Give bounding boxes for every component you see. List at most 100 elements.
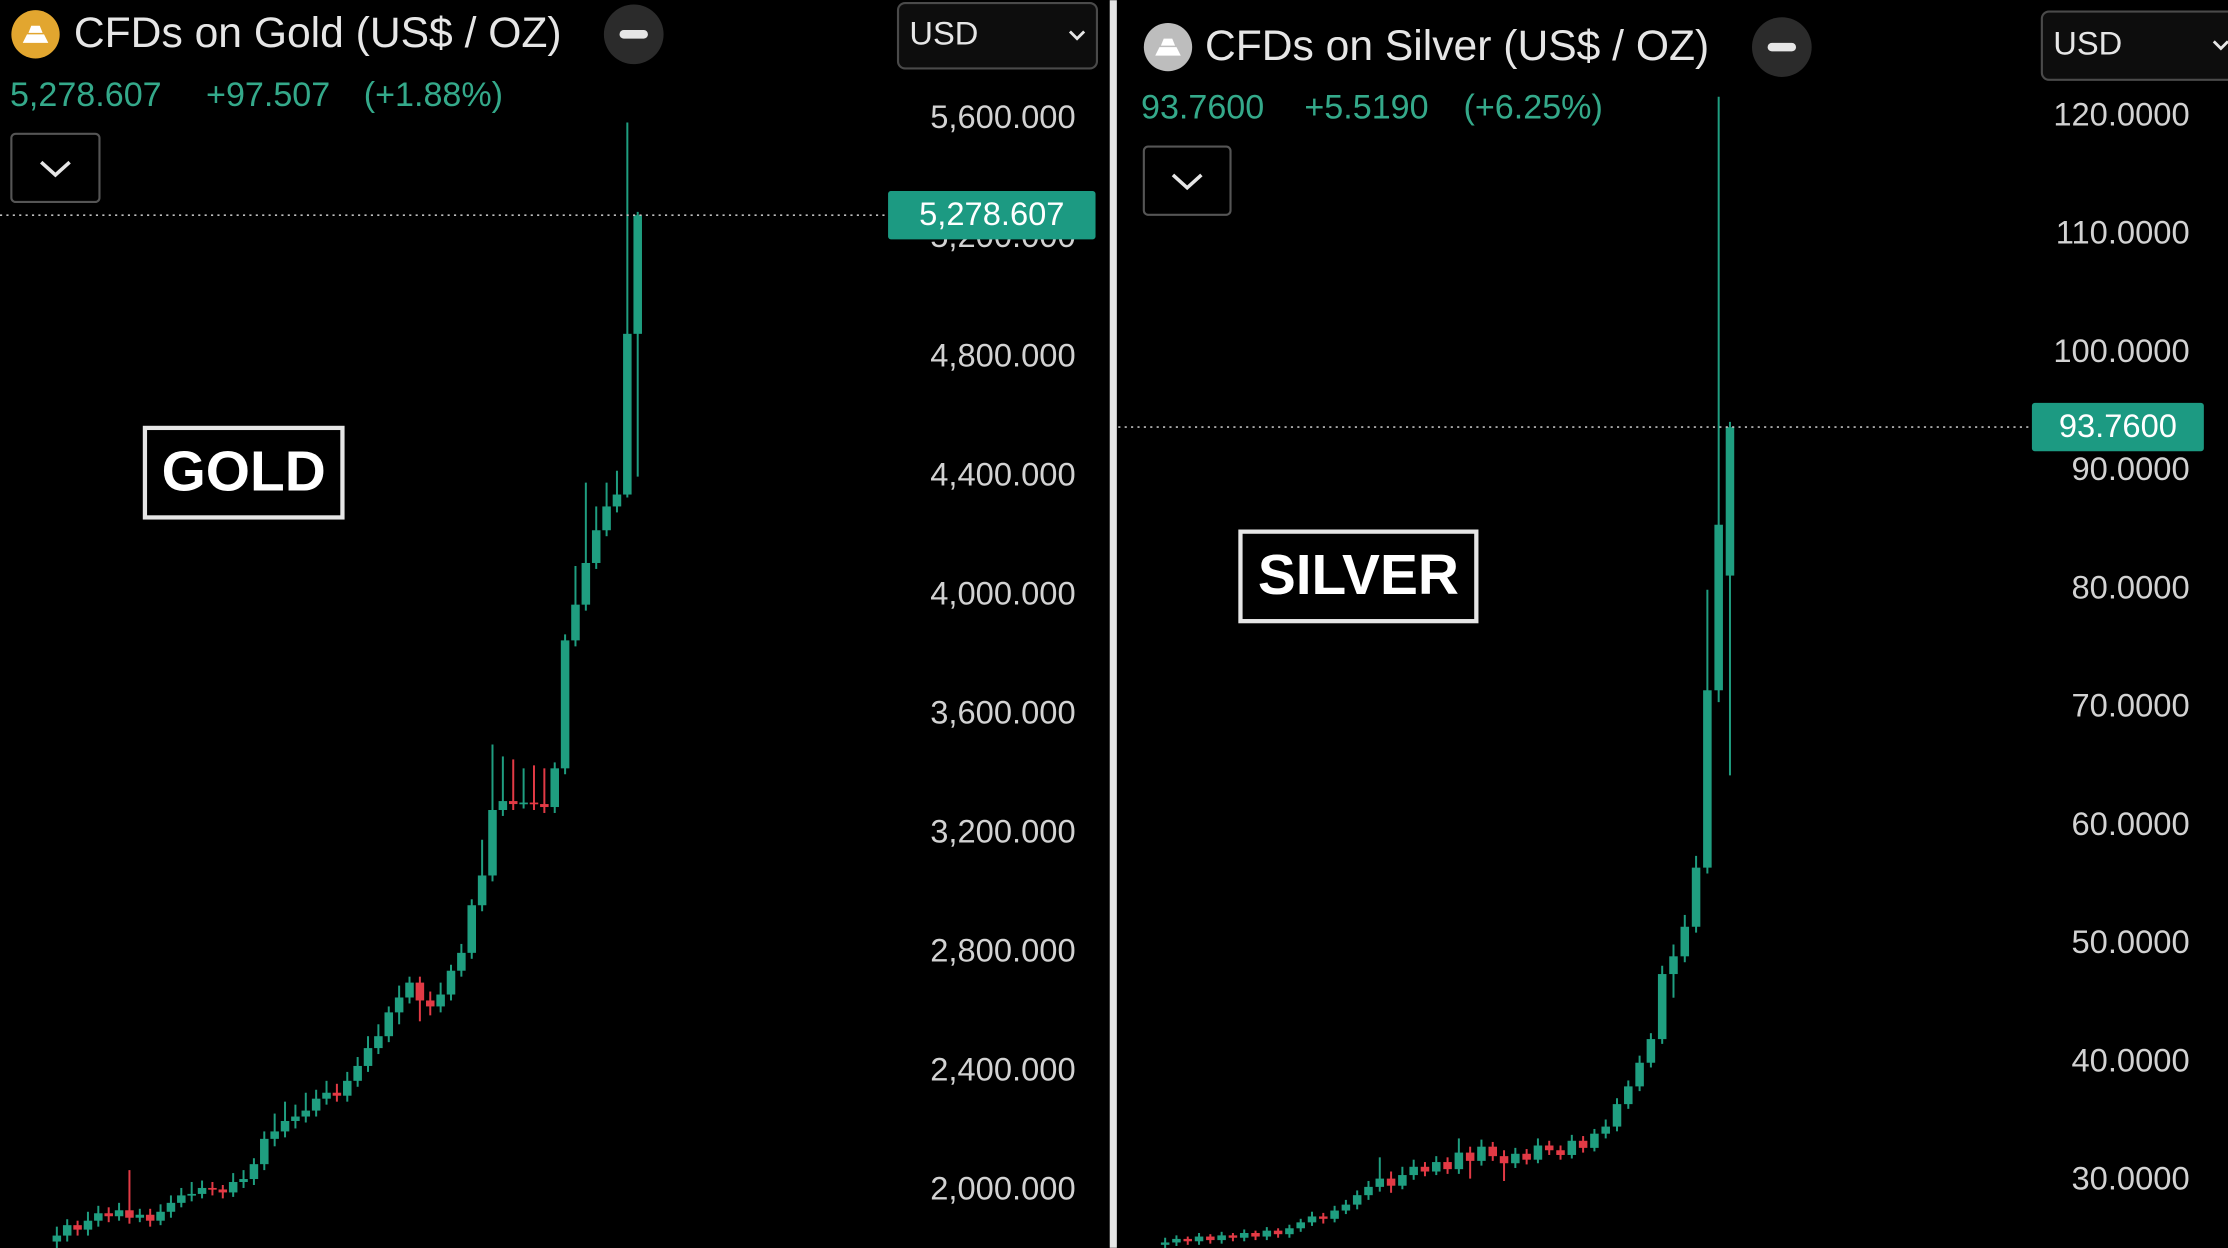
candle-body [1420, 1166, 1430, 1172]
candle-body [529, 802, 539, 805]
candle-body [1499, 1156, 1509, 1164]
y-tick-label: 5,600.000 [930, 98, 1075, 135]
candle-body [1544, 1145, 1554, 1151]
candle-body [1590, 1133, 1599, 1148]
candle-body [1680, 926, 1690, 957]
currency-label: USD [909, 14, 978, 51]
candle-body [457, 952, 466, 971]
candle-body [425, 1000, 435, 1007]
expand-dropdown[interactable] [1142, 145, 1232, 216]
candle-body [94, 1213, 103, 1221]
y-tick-label: 2,000.000 [930, 1170, 1075, 1207]
icon-bars [1155, 38, 1181, 56]
candle-body [1307, 1216, 1317, 1223]
y-tick-label: 3,200.000 [930, 812, 1075, 849]
chart-panel: CFDs on Silver (US$ / OZ) USD 93.7600 +5.51… [1118, 10, 2228, 1248]
candle-body [249, 1164, 259, 1180]
expand-dropdown[interactable] [10, 132, 101, 204]
candle-body [322, 1092, 331, 1099]
candle-body [187, 1193, 196, 1196]
y-tick-label: 4,000.000 [930, 574, 1075, 611]
y-tick-label: 80.0000 [2072, 568, 2190, 605]
candle-body [1578, 1140, 1588, 1148]
price-change: +97.507 [206, 76, 330, 114]
candle-body [83, 1220, 93, 1230]
candle-body [1364, 1186, 1373, 1196]
candle-body [208, 1187, 217, 1190]
y-tick-label: 4,400.000 [930, 455, 1075, 492]
candle-body [1352, 1195, 1362, 1205]
y-tick-label: 2,800.000 [930, 931, 1075, 968]
candle-body [311, 1098, 321, 1111]
currency-selector[interactable] [896, 1, 1099, 70]
candle-body [280, 1121, 290, 1132]
candle-body [363, 1048, 373, 1066]
y-tick-label: 30.0000 [2072, 1160, 2190, 1197]
candle-body [374, 1036, 383, 1049]
candle-body [446, 970, 456, 995]
candle-body [508, 801, 518, 805]
currency-selector[interactable] [2040, 10, 2228, 81]
candle-body [62, 1225, 72, 1236]
candle-body [467, 905, 477, 953]
candle-body [1194, 1236, 1204, 1242]
candle-body [1228, 1235, 1238, 1238]
candle-body [1443, 1162, 1452, 1170]
candle-body [1465, 1152, 1475, 1161]
candle-body [415, 982, 425, 1001]
candle-body [436, 994, 445, 1007]
candle-body [405, 982, 414, 998]
candle-body [1273, 1230, 1283, 1235]
candle-body [1669, 956, 1678, 975]
chart-title: CFDs on Gold (US$ / OZ) [74, 9, 562, 57]
candle-body [394, 997, 404, 1013]
candle-body [197, 1187, 207, 1194]
candle-body [519, 802, 528, 805]
candle-body [156, 1211, 165, 1221]
y-tick-label: 3,600.000 [930, 693, 1075, 730]
candle-body [177, 1195, 186, 1203]
y-tick-label: 40.0000 [2072, 1041, 2190, 1078]
candle-body [1341, 1204, 1351, 1211]
candle-body [166, 1202, 176, 1212]
candle-body [1556, 1150, 1565, 1155]
candle-body [1567, 1140, 1577, 1155]
candle-body [52, 1235, 62, 1242]
currency-label: USD [2053, 24, 2122, 61]
candle-body [270, 1131, 279, 1139]
candle-body [540, 804, 549, 808]
candle-body [623, 333, 632, 495]
candle-body [228, 1182, 238, 1193]
currency-chevron [2212, 40, 2228, 51]
candle-body [145, 1214, 155, 1221]
candle-body [602, 506, 611, 531]
candle-body [488, 810, 497, 876]
candle-body [73, 1225, 82, 1230]
candle-body [104, 1213, 113, 1217]
candle-body [591, 530, 601, 563]
candle-body [1703, 690, 1712, 868]
y-tick-label: 60.0000 [2072, 805, 2190, 842]
candle-body [1612, 1104, 1622, 1127]
candle-body [1432, 1162, 1441, 1172]
candle-body [560, 640, 570, 769]
candle-body [1511, 1153, 1520, 1164]
annotation-box [1238, 529, 1479, 624]
last-price: 93.7600 [1141, 89, 1264, 127]
y-tick-label: 90.0000 [2072, 450, 2190, 487]
candle-body [301, 1110, 311, 1117]
y-tick-label: 120.0000 [2053, 95, 2189, 132]
y-tick-label: 110.0000 [2056, 214, 2190, 251]
candle-body [571, 604, 580, 641]
candle-body [477, 875, 487, 906]
y-tick-label: 70.0000 [2072, 687, 2190, 724]
last-price: 5,278.607 [10, 76, 162, 114]
annotation-label: SILVER [1258, 544, 1459, 607]
candle-body [1160, 1242, 1170, 1245]
last-price-box [2031, 402, 2204, 452]
candle-body [1398, 1175, 1407, 1186]
candle-body [612, 494, 622, 507]
price-change: +5.5190 [1304, 89, 1428, 127]
